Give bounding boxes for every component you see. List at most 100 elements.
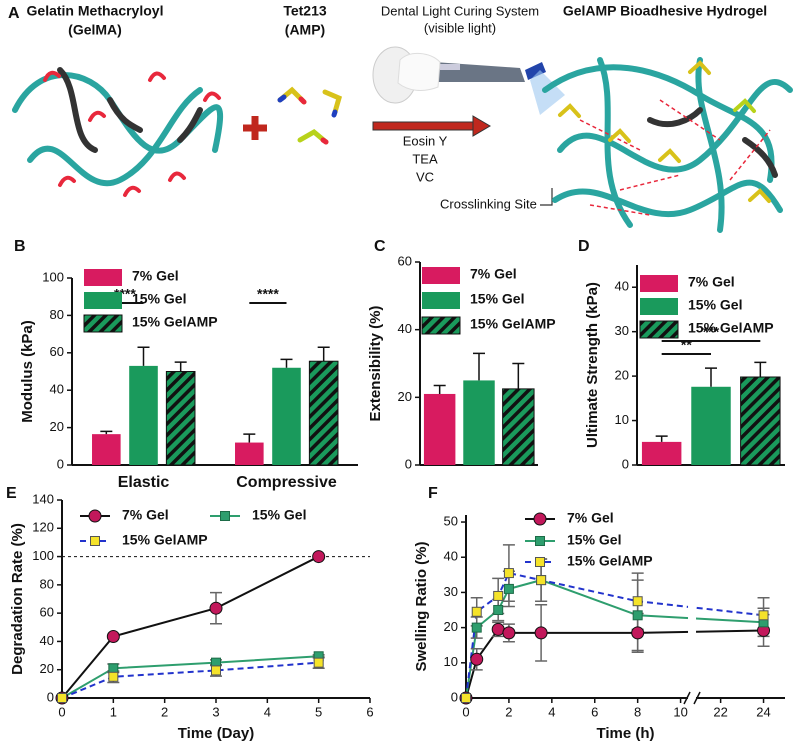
legend-label: 7% Gel: [470, 266, 517, 282]
x-tick-label: 10: [673, 704, 687, 719]
x-tick-label: 2: [161, 704, 168, 719]
x-tick-label: 0: [58, 704, 65, 719]
series-line: [61, 655, 319, 699]
crosslinks: [579, 99, 771, 216]
legend-marker: [535, 536, 545, 546]
marker: [534, 626, 548, 640]
bar: [740, 376, 781, 466]
y-tick-label: 40: [50, 382, 64, 397]
y-tick-label: 120: [32, 520, 54, 535]
x-tick-label: Compressive: [236, 474, 337, 491]
y-tick-label: 80: [40, 576, 54, 591]
legend-label: 15% GelAMP: [122, 532, 208, 548]
error-bar: [243, 433, 256, 443]
error-bar: [174, 361, 187, 372]
legend-swatch: [640, 298, 678, 315]
y-axis-label: Ultimate Strength (kPa): [584, 282, 601, 448]
legend-label: 15% Gel: [688, 297, 742, 313]
legend-swatch: [83, 314, 123, 333]
x-tick-label: 4: [548, 704, 555, 719]
marker: [631, 626, 645, 640]
y-axis-label: Extensibility (%): [367, 306, 384, 422]
legend-swatch: [640, 275, 678, 292]
y-tick-label: 0: [405, 456, 412, 471]
x-axis-label: Time (h): [596, 725, 654, 742]
y-tick-label: 60: [50, 344, 64, 359]
site-label: Crosslinking Site: [440, 196, 537, 211]
site-pointer: [540, 188, 553, 206]
legend-label: 15% GelAMP: [567, 553, 653, 569]
amp-label: Tet213: [283, 3, 327, 19]
y-tick-label: 40: [398, 321, 412, 336]
y-tick-label: 0: [451, 689, 458, 704]
panel-label: E: [6, 485, 17, 502]
marker: [470, 652, 484, 666]
panel-label: A: [8, 5, 20, 22]
series-line: [61, 555, 320, 699]
y-axis-label: Swelling Ratio (%): [413, 541, 430, 671]
error-bar: [137, 346, 150, 366]
gelma-label: Gelatin Methacryloyl: [27, 3, 164, 19]
panel-label: D: [578, 238, 590, 255]
axis-break-marks: [683, 691, 701, 705]
y-tick-label: 100: [32, 548, 54, 563]
bar: [463, 380, 495, 465]
bar: [641, 441, 682, 465]
marker: [632, 596, 643, 607]
bar: [502, 388, 535, 466]
x-tick-label: 5: [315, 704, 322, 719]
panel-label: F: [428, 485, 438, 502]
marker: [108, 671, 119, 682]
x-tick-label: 6: [591, 704, 598, 719]
significance-label: **: [681, 337, 692, 353]
bar: [308, 360, 339, 466]
light-label: Dental Light Curing System: [381, 3, 539, 18]
y-tick-label: 20: [615, 368, 629, 383]
x-tick-label: 1: [110, 704, 117, 719]
marker: [536, 575, 547, 586]
y-tick-label: 40: [444, 549, 458, 564]
panel-label: C: [374, 238, 386, 255]
marker: [503, 583, 514, 594]
error-bar: [754, 361, 767, 377]
bar: [272, 367, 301, 465]
bar: [165, 371, 196, 466]
y-tick-label: 10: [615, 412, 629, 427]
legend-marker: [90, 536, 100, 546]
panel-a: A Gelatin Methacryloyl (GelMA) Tet213 (A…: [8, 3, 793, 233]
x-tick-label: 3: [212, 704, 219, 719]
y-tick-label: 140: [32, 491, 54, 506]
y-tick-label: 10: [444, 654, 458, 669]
bar: [423, 393, 456, 465]
legend-swatch: [422, 292, 460, 309]
legend-label: 7% Gel: [132, 268, 179, 284]
legend-swatch: [84, 292, 122, 309]
amp-peptides: [277, 86, 343, 145]
marker: [471, 622, 482, 633]
marker: [503, 568, 514, 579]
bound-amp: [558, 60, 771, 203]
marker: [471, 606, 482, 617]
series-line: [465, 628, 764, 699]
legend-label: 15% Gel: [470, 291, 524, 307]
bar: [235, 442, 264, 465]
error-bar: [655, 435, 668, 442]
legend-label: 7% Gel: [122, 507, 169, 523]
marker: [493, 590, 504, 601]
reagent: VC: [416, 169, 434, 184]
bar: [691, 386, 731, 465]
y-tick-label: 30: [444, 584, 458, 599]
marker: [57, 693, 67, 703]
marker: [493, 605, 504, 616]
significance-label: ***: [703, 324, 720, 340]
marker: [632, 610, 643, 621]
error-bar: [317, 346, 330, 362]
gelma-strands: [12, 67, 224, 187]
y-tick-label: 100: [42, 269, 64, 284]
marker: [491, 622, 505, 636]
legend-swatch: [421, 316, 461, 335]
y-tick-label: 60: [40, 605, 54, 620]
reagent: Eosin Y: [403, 133, 448, 148]
bar: [92, 434, 121, 465]
